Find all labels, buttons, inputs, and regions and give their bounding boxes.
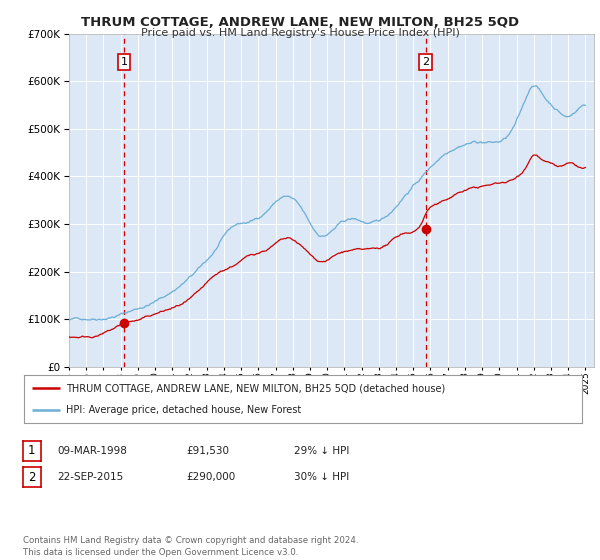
Text: THRUM COTTAGE, ANDREW LANE, NEW MILTON, BH25 5QD: THRUM COTTAGE, ANDREW LANE, NEW MILTON, …: [81, 16, 519, 29]
Text: Contains HM Land Registry data © Crown copyright and database right 2024.
This d: Contains HM Land Registry data © Crown c…: [23, 536, 358, 557]
Text: 1: 1: [121, 57, 127, 67]
Text: £290,000: £290,000: [186, 472, 235, 482]
Text: Price paid vs. HM Land Registry's House Price Index (HPI): Price paid vs. HM Land Registry's House …: [140, 28, 460, 38]
Text: HPI: Average price, detached house, New Forest: HPI: Average price, detached house, New …: [66, 405, 301, 415]
Text: 29% ↓ HPI: 29% ↓ HPI: [294, 446, 349, 456]
Text: 22-SEP-2015: 22-SEP-2015: [57, 472, 123, 482]
Text: 2: 2: [28, 470, 35, 484]
Text: 09-MAR-1998: 09-MAR-1998: [57, 446, 127, 456]
Text: 2: 2: [422, 57, 429, 67]
Text: £91,530: £91,530: [186, 446, 229, 456]
Text: THRUM COTTAGE, ANDREW LANE, NEW MILTON, BH25 5QD (detached house): THRUM COTTAGE, ANDREW LANE, NEW MILTON, …: [66, 383, 445, 393]
Text: 30% ↓ HPI: 30% ↓ HPI: [294, 472, 349, 482]
Text: 1: 1: [28, 444, 35, 458]
